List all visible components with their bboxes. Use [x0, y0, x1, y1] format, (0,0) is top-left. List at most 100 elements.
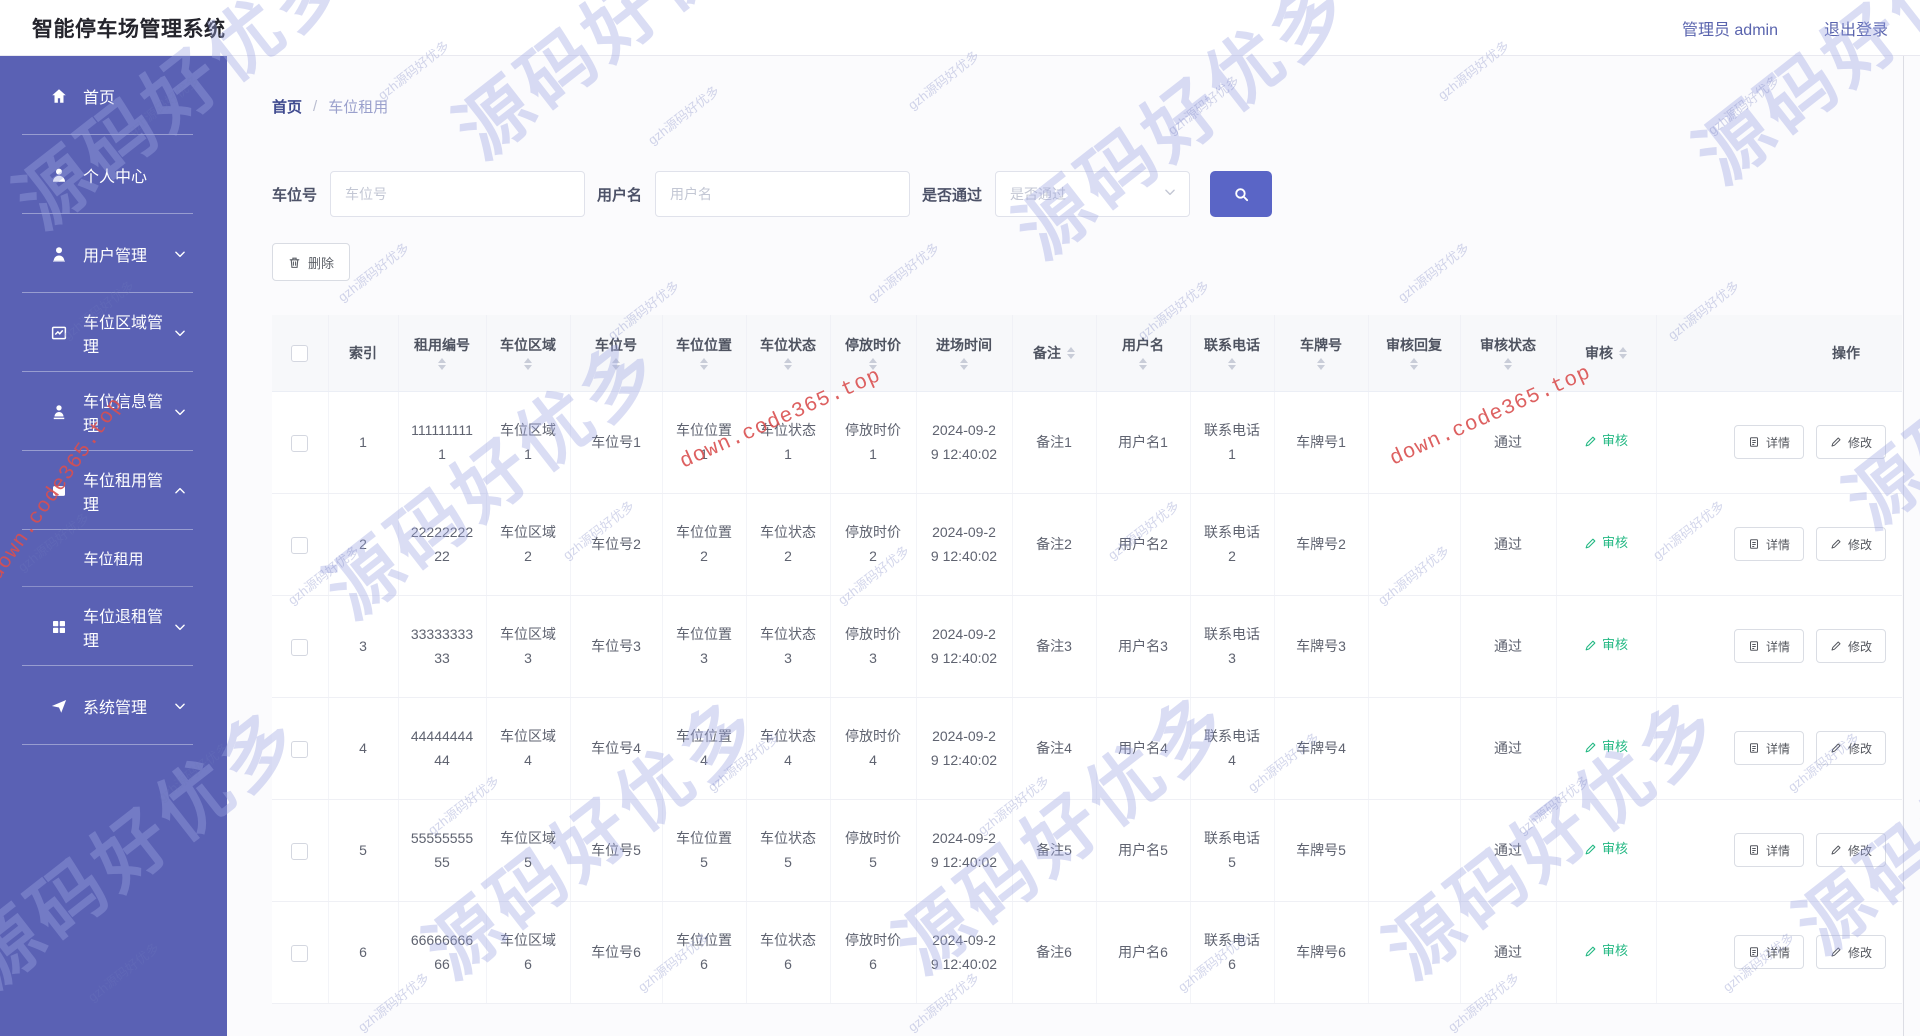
search-button[interactable]	[1210, 171, 1273, 217]
sidebar-item-label: 个人中心	[83, 168, 148, 186]
row-checkbox[interactable]	[291, 536, 309, 554]
chevron-down-icon	[173, 405, 187, 419]
sort-caret-icon[interactable]	[612, 358, 620, 371]
sort-caret-icon[interactable]	[1067, 346, 1075, 359]
column-header-label: 车位号	[595, 337, 637, 354]
column-header-price[interactable]: 停放时价	[830, 315, 917, 392]
cell-remark: 备注4	[1012, 697, 1097, 800]
select-all-checkbox[interactable]	[291, 344, 309, 362]
cell-audit: 审核	[1556, 799, 1657, 902]
scrollbar-edge	[1903, 56, 1904, 1036]
detail-button[interactable]: 详情	[1733, 629, 1804, 663]
breadcrumb-home[interactable]: 首页	[272, 99, 303, 116]
column-header-status[interactable]: 车位状态	[746, 315, 831, 392]
document-icon	[1748, 640, 1760, 652]
sort-caret-icon[interactable]	[1228, 358, 1236, 371]
audit-link[interactable]: 审核	[1584, 837, 1628, 861]
column-header-audit_status[interactable]: 审核状态	[1460, 315, 1557, 392]
detail-button[interactable]: 详情	[1733, 425, 1804, 459]
cell-area: 车位区域6	[486, 901, 571, 1004]
column-header-rent_no[interactable]: 租用编号	[398, 315, 487, 392]
row-checkbox[interactable]	[291, 434, 309, 452]
table-row: 6 6666666666 车位区域6 车位号6 车位位置6 车位状态6 停放时价6 2024-…	[272, 901, 1902, 1004]
chevron-up-icon	[173, 484, 187, 498]
column-header-area[interactable]: 车位区域	[486, 315, 571, 392]
edit-button[interactable]: 修改	[1815, 527, 1886, 561]
cell-plate: 车牌号4	[1274, 697, 1369, 800]
row-checkbox[interactable]	[291, 842, 309, 860]
sidebar-item-label: 系统管理	[83, 699, 148, 717]
edit-button-label: 修改	[1847, 945, 1872, 960]
sidebar-item-user-mgmt[interactable]: 用户管理	[0, 214, 227, 293]
sidebar-item-home[interactable]: 首页	[0, 56, 227, 135]
sort-caret-icon[interactable]	[960, 358, 968, 371]
sidebar-item-system-mgmt[interactable]: 系统管理	[0, 666, 227, 745]
row-checkbox[interactable]	[291, 944, 309, 962]
sidebar-item-spot-rent-mgmt[interactable]: 车位租用管理	[0, 451, 227, 530]
detail-button[interactable]: 详情	[1733, 527, 1804, 561]
table-row: 5 5555555555 车位区域5 车位号5 车位位置5 车位状态5 停放时价5 2024-…	[272, 799, 1902, 902]
approved-select[interactable]: 是否通过	[995, 171, 1191, 217]
username-input[interactable]	[655, 171, 911, 217]
row-checkbox[interactable]	[291, 740, 309, 758]
column-header-phone[interactable]: 联系电话	[1190, 315, 1275, 392]
detail-button[interactable]: 详情	[1733, 935, 1804, 969]
chevron-down-icon	[173, 247, 187, 261]
cell-username: 用户名3	[1096, 595, 1191, 698]
audit-link-label: 审核	[1601, 535, 1628, 551]
sort-caret-icon[interactable]	[784, 358, 792, 371]
cell-rent_no: 6666666666	[398, 901, 487, 1004]
send-icon	[50, 697, 68, 715]
detail-button[interactable]: 详情	[1733, 731, 1804, 765]
sort-caret-icon[interactable]	[1410, 358, 1418, 371]
sidebar-item-spot-retire-mgmt[interactable]: 车位退租管理	[0, 587, 227, 666]
audit-link[interactable]: 审核	[1584, 939, 1628, 963]
detail-button[interactable]: 详情	[1733, 833, 1804, 867]
cell-remark: 备注5	[1012, 799, 1097, 902]
pencil-icon	[1584, 843, 1597, 856]
sort-caret-icon[interactable]	[524, 358, 532, 371]
edit-button[interactable]: 修改	[1815, 425, 1886, 459]
sort-caret-icon[interactable]	[1504, 358, 1512, 371]
row-checkbox[interactable]	[291, 638, 309, 656]
delete-button[interactable]: 删除	[272, 243, 351, 281]
cell-plate: 车牌号5	[1274, 799, 1369, 902]
column-header-username[interactable]: 用户名	[1096, 315, 1191, 392]
column-header-plate[interactable]: 车牌号	[1274, 315, 1369, 392]
sidebar-item-area-mgmt[interactable]: 车位区域管理	[0, 293, 227, 372]
column-header-audit[interactable]: 审核	[1556, 315, 1657, 392]
sort-caret-icon[interactable]	[869, 358, 877, 371]
column-header-position[interactable]: 车位位置	[662, 315, 747, 392]
edit-button[interactable]: 修改	[1815, 833, 1886, 867]
sidebar: 首页个人中心用户管理 车位区域管理 车位信息管理 车位租用管理 车位租用 车位退租管理系统…	[0, 56, 227, 1036]
audit-link[interactable]: 审核	[1584, 633, 1628, 657]
cell-status: 车位状态2	[746, 493, 831, 596]
sidebar-item-spot-info-mgmt[interactable]: 车位信息管理	[0, 372, 227, 451]
spot-no-input[interactable]	[330, 171, 586, 217]
column-header-audit_reply[interactable]: 审核回复	[1368, 315, 1461, 392]
sort-caret-icon[interactable]	[1619, 346, 1627, 359]
column-header-enter_time[interactable]: 进场时间	[916, 315, 1013, 392]
sort-caret-icon[interactable]	[438, 358, 446, 371]
edit-button[interactable]: 修改	[1815, 935, 1886, 969]
audit-link-label: 审核	[1601, 739, 1628, 755]
audit-link-label: 审核	[1601, 637, 1628, 653]
audit-link[interactable]: 审核	[1584, 735, 1628, 759]
cell-username: 用户名1	[1096, 391, 1191, 494]
sort-caret-icon[interactable]	[700, 358, 708, 371]
cell-ops: 详情 修改	[1656, 493, 1902, 596]
cell-enter_time: 2024-09-29 12:40:02	[916, 901, 1013, 1004]
sidebar-item-profile[interactable]: 个人中心	[0, 135, 227, 214]
audit-link[interactable]: 审核	[1584, 531, 1628, 555]
edit-button[interactable]: 修改	[1815, 629, 1886, 663]
sidebar-subitem-spot-rent[interactable]: 车位租用	[0, 530, 227, 587]
sort-caret-icon[interactable]	[1139, 358, 1147, 371]
column-header-remark[interactable]: 备注	[1012, 315, 1097, 392]
audit-link[interactable]: 审核	[1584, 429, 1628, 453]
cell-rent_no: 4444444444	[398, 697, 487, 800]
admin-user-link[interactable]: 管理员 admin	[1681, 21, 1778, 39]
sort-caret-icon[interactable]	[1317, 358, 1325, 371]
edit-button[interactable]: 修改	[1815, 731, 1886, 765]
column-header-spot_no[interactable]: 车位号	[570, 315, 663, 392]
logout-link[interactable]: 退出登录	[1823, 21, 1888, 39]
